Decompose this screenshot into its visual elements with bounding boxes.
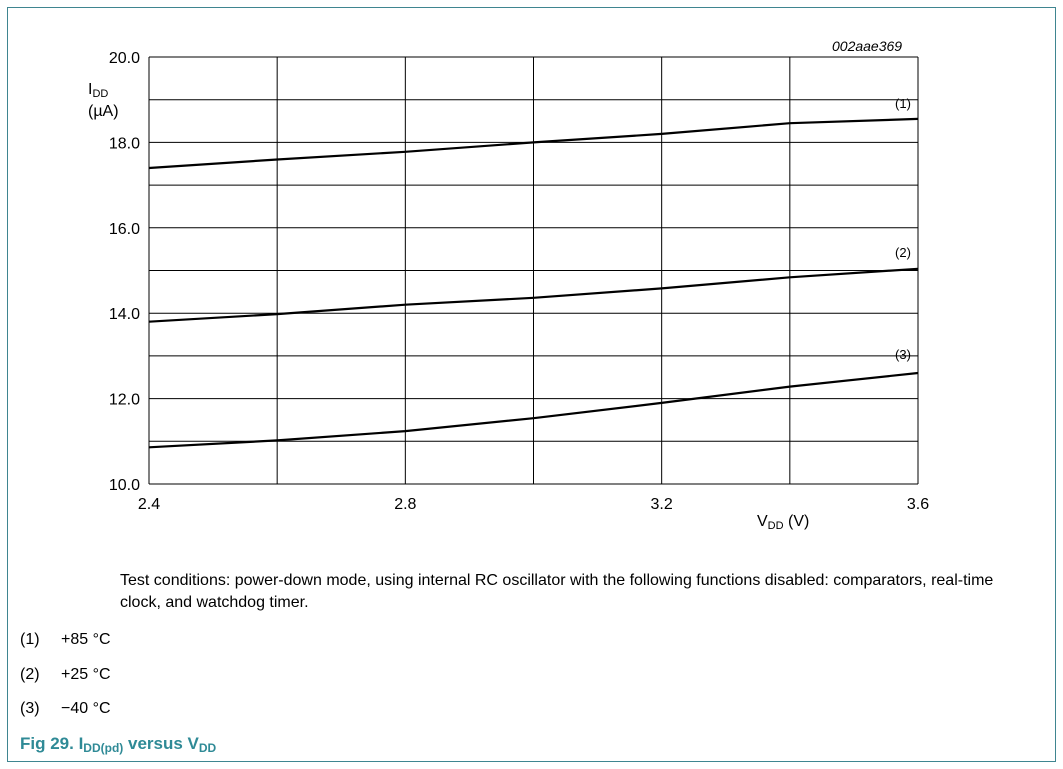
y-axis-label-sub: DD [92,88,109,100]
legend-text: −40 °C [61,700,111,717]
x-tick-label: 2.4 [138,496,160,513]
legend-text: +25 °C [61,666,111,683]
legend-number: (1) [20,631,40,648]
figure-frame [7,7,1056,762]
y-axis-label-main: I [88,81,93,98]
test-conditions-note: Test conditions: power-down mode, using … [120,572,994,611]
y-tick-label: 12.0 [109,392,140,409]
y-tick-label: 20.0 [109,50,140,67]
x-axis-label-unit: (V) [783,513,810,530]
x-tick-label: 3.2 [651,496,673,513]
y-tick-label: 16.0 [109,221,140,238]
series-line [148,371,919,449]
x-axis-label-main: V [757,513,768,530]
x-axis-label: VDD (V) [757,512,809,532]
x-tick-label: 3.6 [907,496,929,513]
y-axis-label: IDD [88,80,108,100]
series-line [148,267,919,323]
legend-item: (3) −40 °C [20,699,111,719]
legend-number: (2) [20,666,40,683]
y-tick-label: 18.0 [109,135,140,152]
series-label: (3) [895,347,911,362]
caption-mid: versus V [123,734,199,753]
series-label: (2) [895,245,911,260]
legend-text: +85 °C [61,631,111,648]
figure-caption: Fig 29. IDD(pd) versus VDD [20,734,216,754]
series-label: (1) [895,96,911,111]
caption-sub1: DD(pd) [83,741,124,755]
figure-id: 002aae369 [832,38,903,54]
y-tick-label: 14.0 [109,306,140,323]
series-line [148,117,919,170]
x-axis-label-sub: DD [767,520,784,532]
y-axis-unit: (µA) [88,103,119,120]
legend-item: (1) +85 °C [20,630,111,650]
caption-sub2: DD [198,741,217,755]
legend-item: (2) +25 °C [20,665,111,685]
y-tick-label: 10.0 [109,477,140,494]
caption-prefix: Fig 29. I [20,734,84,753]
x-tick-label: 2.8 [394,496,416,513]
legend-number: (3) [20,700,40,717]
